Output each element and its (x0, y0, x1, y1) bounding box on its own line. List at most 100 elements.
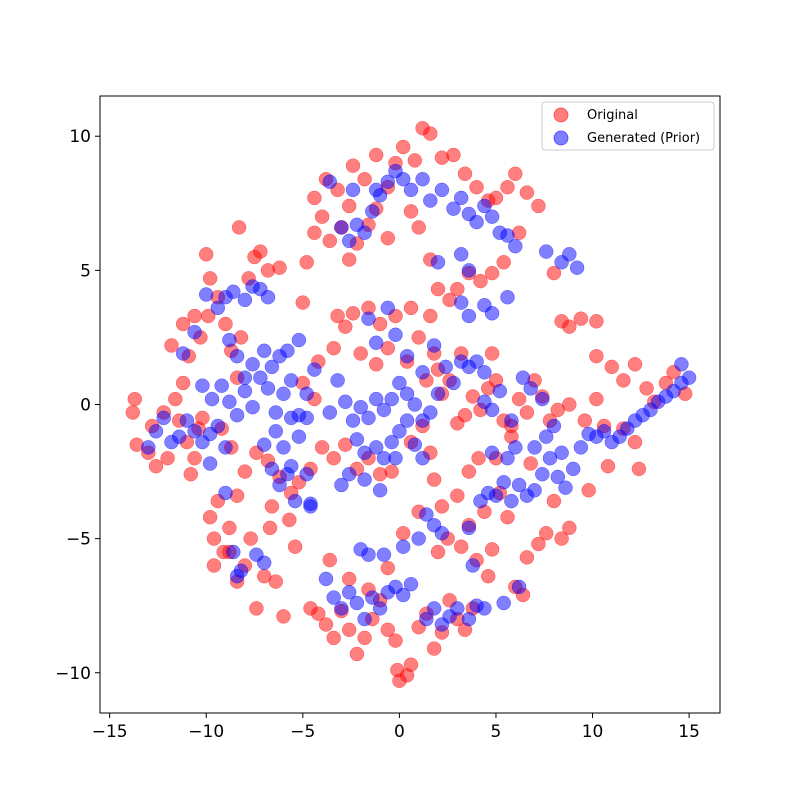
scatter-point (368, 182, 384, 198)
scatter-point (438, 359, 453, 375)
scatter-point (461, 464, 477, 479)
scatter-point (589, 348, 604, 364)
scatter-point (282, 512, 297, 528)
scatter-point (361, 311, 376, 326)
scatter-point (237, 292, 253, 308)
scatter-point (283, 373, 299, 388)
scatter-point (430, 386, 446, 402)
scatter-point (388, 450, 403, 466)
scatter-point (218, 316, 233, 332)
scatter-point (562, 247, 577, 262)
scatter-point (415, 365, 430, 380)
scatter-point (326, 340, 341, 356)
scatter-point (484, 402, 500, 418)
scatter-point (307, 225, 322, 241)
y-tick-label: 0 (80, 396, 91, 416)
scatter-point (480, 568, 496, 584)
scatter-point (368, 391, 384, 407)
scatter-point (426, 338, 442, 353)
scatter-point (395, 526, 411, 541)
scatter-point (237, 370, 253, 385)
scatter-point (403, 576, 419, 592)
scatter-point (395, 139, 411, 155)
scatter-point (299, 410, 314, 426)
scatter-point (484, 542, 500, 557)
scatter-point (376, 402, 392, 418)
scatter-point (361, 547, 376, 562)
scatter-point (453, 295, 469, 310)
points-layer (125, 120, 697, 689)
scatter-point (388, 327, 403, 343)
scatter-point (326, 590, 341, 605)
scatter-point (500, 509, 515, 525)
scatter-point (403, 300, 419, 316)
x-tick-label: 15 (678, 722, 700, 742)
scatter-point (573, 440, 589, 455)
scatter-point (341, 198, 357, 214)
scatter-point (260, 381, 276, 396)
scatter-point (168, 391, 183, 407)
scatter-point (175, 375, 191, 391)
scatter-point (318, 617, 334, 632)
scatter-point (538, 526, 554, 541)
scatter-point (222, 332, 237, 348)
scatter-point (322, 233, 338, 249)
scatter-point (639, 381, 654, 396)
scatter-point (577, 413, 593, 428)
scatter-point (457, 166, 473, 182)
scatter-point (280, 343, 295, 359)
scatter-point (484, 306, 500, 321)
scatter-point (341, 585, 357, 600)
scatter-point (322, 174, 338, 190)
scatter-point (341, 622, 357, 638)
scatter-point (231, 220, 247, 235)
scatter-point (392, 375, 407, 391)
scatter-point (492, 383, 508, 399)
scatter-point (187, 308, 202, 324)
scatter-point (314, 440, 330, 455)
scatter-point (504, 413, 519, 428)
scatter-point (403, 657, 419, 672)
scatter-point (287, 539, 303, 554)
scatter-point (341, 233, 357, 249)
scatter-point (461, 611, 477, 627)
scatter-point (307, 190, 322, 206)
scatter-point (384, 434, 399, 450)
scatter-point (368, 440, 384, 455)
scatter-point (430, 281, 446, 297)
scatter-point (565, 461, 581, 477)
scatter-point (245, 399, 260, 415)
scatter-point (291, 429, 307, 444)
scatter-point (253, 370, 268, 385)
scatter-point (380, 174, 396, 190)
scatter-point (202, 456, 218, 471)
scatter-point (419, 507, 434, 522)
scatter-point (365, 204, 380, 219)
scatter-point (546, 265, 562, 281)
scatter-point (681, 370, 697, 385)
scatter-point (562, 319, 577, 334)
scatter-point (496, 595, 511, 611)
scatter-point (430, 255, 446, 270)
scatter-point (674, 357, 689, 372)
scatter-point (187, 324, 202, 340)
scatter-point (426, 601, 442, 616)
scatter-point (527, 483, 542, 498)
scatter-point (523, 381, 538, 396)
scatter-point (349, 432, 365, 447)
scatter-point (226, 544, 241, 560)
scatter-point (554, 531, 569, 546)
scatter-point (496, 475, 511, 490)
scatter-point (256, 555, 272, 571)
scatter-point (419, 611, 434, 627)
scatter-point (631, 461, 647, 477)
scatter-point (407, 153, 423, 168)
scatter-point (461, 308, 477, 324)
scatter-point (264, 461, 280, 477)
scatter-point (268, 574, 284, 589)
scatter-point (411, 531, 426, 546)
scatter-point (473, 273, 488, 289)
scatter-point (260, 289, 276, 305)
scatter-point (426, 641, 442, 656)
scatter-point (380, 300, 396, 316)
